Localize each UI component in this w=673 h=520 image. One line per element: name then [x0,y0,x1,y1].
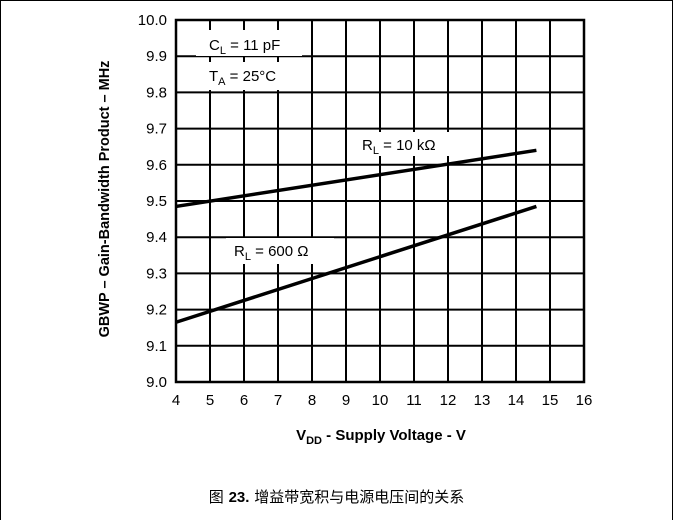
annotation-box-rl600 [226,238,334,264]
annotation-rl10k-sub: L [373,145,379,157]
annotation-box-cl [196,30,302,56]
x-tick-label-2: 6 [240,392,248,409]
x-tick-label-12: 16 [576,392,593,409]
x-tick-label-4: 8 [308,392,316,409]
y-axis-label: GBWP – Gain-Bandwidth Product – MHz [97,61,113,338]
annotation-rl600-rest: = 600 Ω [251,243,309,260]
plot-border [174,18,586,384]
annotation-ta-rest: = 25°C [226,68,277,85]
annotation-ta-sub: A [218,76,226,88]
y-tick-label-3: 9.3 [146,265,167,282]
annotation-rl10k-main: R [362,137,373,154]
annotation-ta: TA = 25°C [209,68,276,88]
annotation-rl10k: RL = 10 kΩ [362,137,436,157]
x-tick-label-10: 14 [508,392,525,409]
x-axis-label-sub: DD [306,435,322,447]
x-axis-label: VDD - Supply Voltage - V [296,427,466,447]
x-tick-label-5: 9 [342,392,350,409]
annotation-box-rl10k [356,132,464,156]
figure-caption: 图 23. 增益带宽积与电源电压间的关系 [0,486,673,507]
annotation-rl600-sub: L [245,251,251,263]
annotation-rl600: RL = 600 Ω [234,243,308,263]
x-tick-label-0: 4 [172,392,180,409]
annotation-cl-rest: = 11 pF [226,37,280,54]
series-line-0 [175,148,537,209]
y-tick-label-8: 9.8 [146,84,167,101]
annotation-cl: CL = 11 pF [209,37,280,57]
x-axis-label-main: V [296,427,306,444]
y-tick-label-6: 9.6 [146,157,167,174]
x-tick-label-11: 15 [542,392,559,409]
tick-labels: 4 5 6 7 8 9 10 11 12 13 14 15 16 9.0 9.1 9.2 9.3 9.4 9.5 9.… [138,12,593,409]
figure-caption-text: 增益带宽积与电源电压间的关系 [249,488,465,506]
annotation-cl-sub: L [220,45,226,57]
y-tick-label-5: 9.5 [146,193,167,210]
annotation-rl10k-rest: = 10 kΩ [379,137,436,154]
annotation-cl-main: C [209,37,220,54]
annotation-rl600-main: R [234,243,245,260]
y-tick-label-4: 9.4 [146,229,167,246]
x-tick-label-8: 12 [440,392,457,409]
plot-series [175,148,537,324]
annotation-box-ta [196,62,302,90]
y-tick-label-1: 9.1 [146,338,167,355]
y-tick-label-10: 10.0 [138,12,167,29]
y-tick-label-7: 9.7 [146,121,167,138]
x-tick-label-9: 13 [474,392,491,409]
y-tick-label-0: 9.0 [146,374,167,391]
x-tick-label-1: 5 [206,392,214,409]
annotation-ta-main: T [209,68,218,85]
series-line-1 [175,204,537,324]
x-axis-label-rest: - Supply Voltage - V [322,427,466,444]
x-tick-label-7: 11 [406,392,422,409]
x-tick-label-3: 7 [274,392,282,409]
figure-caption-number: 23. [228,489,250,506]
y-tick-label-9: 9.9 [146,48,167,65]
y-tick-label-2: 9.2 [146,302,167,319]
x-tick-label-6: 10 [372,392,389,409]
figure-caption-prefix: 图 [208,488,229,506]
